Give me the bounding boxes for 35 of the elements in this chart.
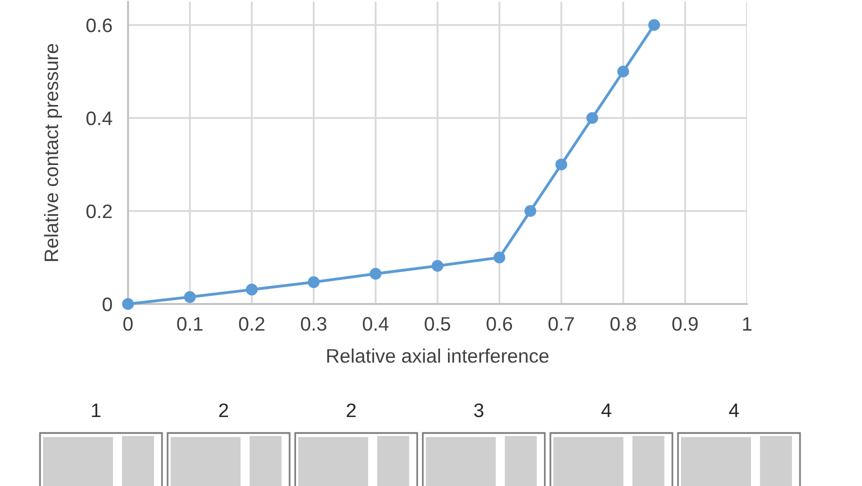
point — [184, 291, 196, 303]
point — [493, 252, 506, 264]
x-tick-label: 1 — [743, 317, 752, 331]
x-tick-label: 0.2 — [239, 317, 264, 331]
x-tick-label: 0.1 — [177, 317, 202, 331]
text: 1 — [92, 404, 100, 418]
y-tick-label: 0.6 — [86, 18, 112, 32]
x-tick-label: 0.8 — [610, 317, 636, 331]
point — [648, 19, 660, 31]
x-tick-label: 0.3 — [300, 317, 326, 331]
x-tick-label: 0.6 — [486, 317, 512, 331]
text: 4 — [729, 404, 739, 418]
point — [555, 158, 568, 170]
point — [586, 112, 598, 124]
text: 2 — [346, 403, 356, 418]
y-tick-label: 0.4 — [86, 111, 112, 126]
y-tick-label: 0 — [102, 297, 112, 312]
point — [524, 205, 536, 217]
x-axis-title: Relative axial interference — [327, 348, 549, 363]
x-tick-label: 0.4 — [362, 317, 389, 331]
x-tick-label: 0 — [123, 317, 133, 331]
text: 2 — [219, 403, 228, 418]
text: 4 — [601, 404, 612, 418]
point — [308, 276, 320, 288]
point — [122, 298, 134, 310]
x-tick-label: 0.7 — [548, 317, 574, 331]
y-tick-label: 0.2 — [86, 204, 112, 218]
point — [617, 66, 630, 78]
point — [246, 284, 258, 296]
y-axis-title: Relative contact pressure — [44, 44, 62, 261]
x-tick-label: 0.5 — [424, 317, 450, 331]
point — [432, 260, 444, 272]
text: 3 — [474, 403, 484, 418]
point — [370, 268, 382, 280]
x-tick-label: 0.9 — [672, 317, 698, 331]
